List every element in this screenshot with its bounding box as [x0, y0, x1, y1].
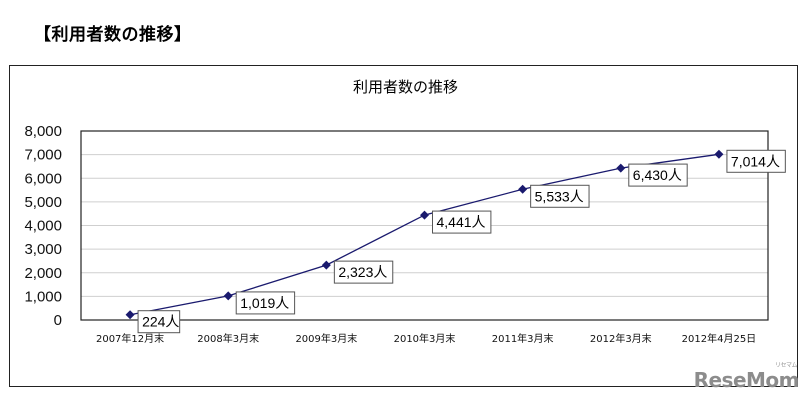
data-label-box [432, 210, 492, 234]
x-tick-label: 2011年3月末 [492, 332, 554, 345]
logo-ruby: リセマム [774, 362, 798, 369]
data-label: 6,430人 [633, 167, 682, 183]
data-label-box [530, 184, 590, 208]
logo-text: ReseMom [693, 368, 800, 392]
x-tick-label: 2007年12月末 [96, 332, 164, 345]
diamond-marker [714, 149, 724, 159]
chart-frame [9, 65, 798, 387]
y-tick-label: 6,000 [24, 170, 62, 187]
y-tick-label: 4,000 [24, 218, 62, 235]
data-label-box [726, 149, 786, 173]
data-label: 7,014人 [731, 153, 780, 169]
data-label-box [333, 260, 394, 284]
resemom-logo: リセマム ReseMom [693, 362, 800, 392]
data-label-box [628, 163, 688, 187]
data-label: 2,323人 [338, 264, 387, 280]
data-label: 224人 [142, 314, 179, 330]
diamond-marker [420, 210, 429, 220]
x-tick-label: 2012年3月末 [590, 332, 652, 345]
chart-title: 利用者数の推移 [352, 78, 458, 96]
y-tick-label: 3,000 [24, 241, 62, 258]
y-tick-label: 7,000 [24, 147, 62, 164]
data-label: 4,441人 [437, 214, 486, 230]
diamond-marker [223, 291, 233, 301]
data-label: 1,019人 [240, 295, 289, 311]
y-tick-label: 5,000 [24, 194, 62, 211]
data-label-box [235, 291, 296, 315]
y-tick-label: 2,000 [24, 265, 62, 282]
y-tick-label: 8,000 [24, 123, 62, 140]
x-tick-label: 2009年3月末 [295, 332, 357, 345]
data-label: 5,533人 [535, 188, 584, 204]
x-tick-label: 2010年3月末 [394, 332, 456, 345]
diamond-marker [616, 163, 626, 173]
diamond-marker [321, 260, 331, 270]
x-tick-label: 2008年3月末 [197, 332, 259, 345]
y-tick-label: 1,000 [24, 288, 62, 305]
data-label-box [137, 310, 181, 334]
y-tick-label: 0 [54, 312, 62, 329]
plot-area [80, 130, 769, 321]
x-tick-label: 2012年4月25日 [682, 332, 757, 345]
diamond-marker [518, 184, 528, 194]
diamond-marker [125, 310, 135, 320]
page-heading: 【利用者数の推移】 [34, 25, 192, 45]
